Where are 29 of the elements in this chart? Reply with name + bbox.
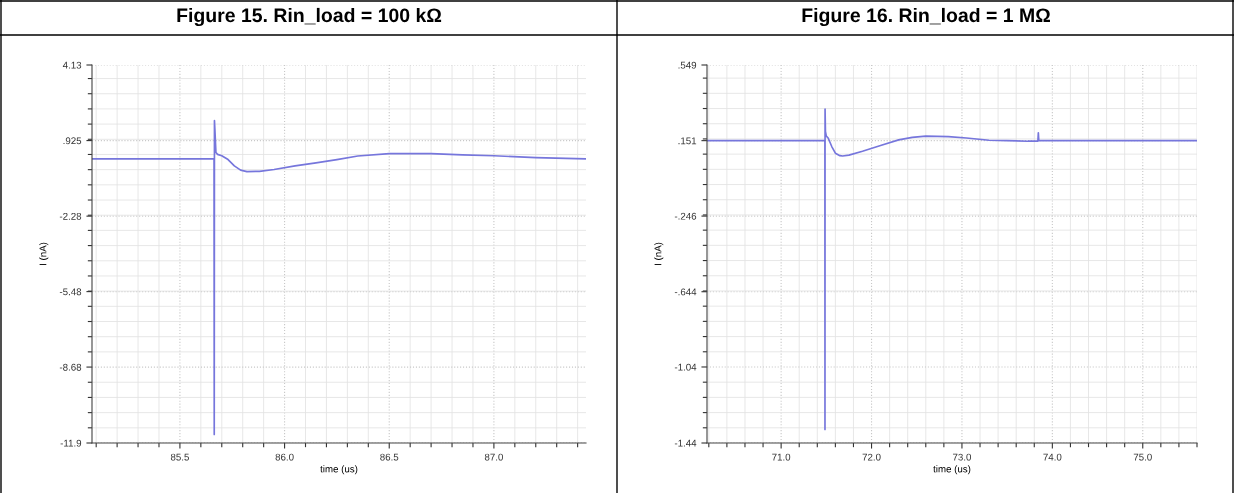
y-tick-label: -11.9 [60,439,82,447]
line-series [707,108,1197,431]
y-axis-title: I (nA) [654,242,664,265]
y-axis-title: I (nA) [39,242,49,265]
x-axis-title: time (us) [933,465,971,475]
y-tick-label: -1.44 [674,439,697,447]
x-tick-label: 86.0 [275,453,294,461]
chart-title: Figure 16. Rin_load = 1 MΩ [802,7,1050,27]
x-tick-label: 75.0 [1133,453,1152,461]
x-tick-label: 71.0 [772,453,791,461]
y-tick-label: -5.48 [59,288,82,296]
y-tick-label: .549 [678,61,697,69]
x-tick-label: 72.0 [862,453,881,461]
x-tick-label: 87.0 [484,453,503,461]
chart-title: Figure 15. Rin_load = 100 kΩ [177,7,442,27]
y-tick-label: 4.13 [62,61,82,69]
y-tick-label: -8.68 [59,363,82,371]
y-tick-label: -.246 [674,212,697,220]
x-tick-label: 73.0 [952,453,972,461]
x-tick-label: 86.5 [380,453,399,461]
y-tick-label: -1.04 [674,363,697,371]
y-tick-label: -2.28 [59,212,82,220]
y-tick-label: .151 [678,137,697,145]
x-tick-label: 85.5 [170,453,189,461]
line-series [92,119,586,436]
y-tick-label: .925 [63,137,82,145]
x-tick-label: 74.0 [1043,453,1062,461]
x-axis-title: time (us) [320,465,358,475]
y-tick-label: -.644 [674,288,697,296]
